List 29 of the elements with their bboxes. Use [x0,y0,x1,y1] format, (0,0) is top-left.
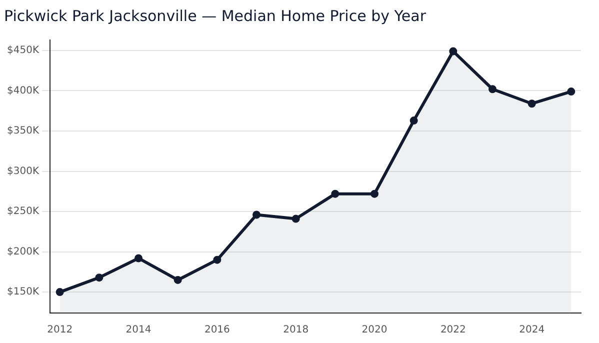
x-tick-label: 2012 [47,324,73,336]
y-tick-label: $300K [6,166,40,177]
point [134,254,143,262]
point [410,116,418,125]
point [174,276,182,284]
chart-title: Pickwick Park Jacksonville — Median Home Price by Year [4,6,427,25]
x-tick-label: 2020 [362,324,388,336]
point [331,190,340,198]
y-tick-label: $350K [6,126,40,137]
point [449,47,458,56]
x-tick-label: 2022 [440,324,466,336]
y-tick-label: $250K [6,206,40,218]
y-tick-label: $400K [6,85,40,96]
point [252,210,261,219]
point [56,288,64,296]
point [488,85,496,94]
point [95,274,104,282]
x-tick-label: 2024 [519,324,545,336]
y-tick-label: $150K [6,286,40,298]
point [370,190,379,198]
point [213,256,222,264]
x-tick-label: 2016 [204,324,230,336]
y-tick-label: $200K [6,246,40,258]
y-tick-label: $450K [6,45,40,56]
x-tick-label: 2014 [126,324,152,336]
x-tick-label: 2018 [283,324,309,336]
point [567,88,576,96]
point [528,100,536,108]
point [292,214,300,223]
